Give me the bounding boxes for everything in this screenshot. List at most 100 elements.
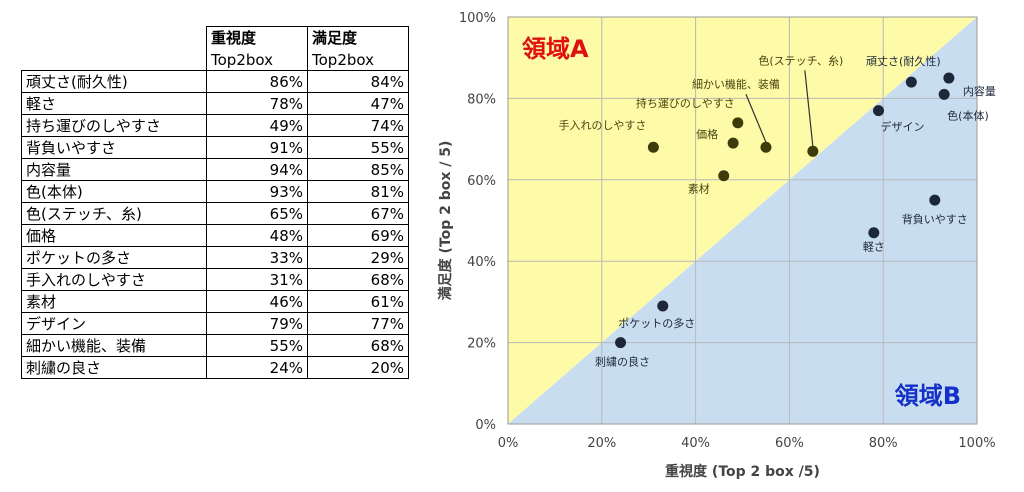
data-point [727, 137, 739, 149]
point-label: 頑丈さ(耐久性) [866, 54, 941, 68]
point-label: 価格 [696, 127, 718, 141]
x-tick-label: 100% [958, 436, 995, 451]
data-point [938, 88, 950, 100]
table-row: 手入れのしやすさ 31% 68% [21, 268, 409, 291]
row-importance: 78% [206, 92, 308, 115]
x-tick-label: 0% [498, 436, 519, 451]
x-tick-label: 80% [869, 436, 898, 451]
x-tick-label: 60% [775, 436, 804, 451]
row-importance: 91% [206, 136, 308, 159]
region-b-area [508, 17, 977, 424]
row-satisfaction: 74% [307, 114, 409, 137]
y-tick-label: 100% [459, 11, 496, 26]
x-tick-label: 20% [587, 436, 616, 451]
y-tick-label: 80% [467, 92, 496, 107]
row-satisfaction: 55% [307, 136, 409, 159]
row-name: 細かい機能、装備 [21, 334, 207, 357]
row-satisfaction: 47% [307, 92, 409, 115]
point-label: 色(ステッチ、糸) [758, 53, 843, 67]
row-importance: 93% [206, 180, 308, 203]
point-label: 持ち運びのしやすさ [636, 96, 735, 110]
point-label: 素材 [688, 182, 710, 196]
table-row: 素材 46% 61% [21, 290, 409, 313]
table-row: 色(本体) 93% 81% [21, 180, 409, 203]
row-satisfaction: 81% [307, 180, 409, 203]
row-satisfaction: 69% [307, 224, 409, 247]
data-point [905, 76, 917, 88]
row-satisfaction: 29% [307, 246, 409, 269]
row-name: 素材 [21, 290, 207, 313]
table-row: 色(ステッチ、糸) 65% 67% [21, 202, 409, 225]
scatter-chart: 0% 20% 40% 60% 80% 100% 0% 20% 40% 60% 80% 100% 頑丈さ… [437, 11, 996, 480]
data-point [868, 227, 880, 239]
row-name: ポケットの多さ [21, 246, 207, 269]
data-point [873, 105, 885, 117]
header-satisfaction: 満足度 [307, 26, 409, 49]
header-satisfaction-sub: Top2box [307, 49, 409, 71]
leader-line [804, 70, 814, 147]
row-satisfaction: 84% [307, 70, 409, 93]
row-name: 刺繍の良さ [21, 356, 207, 379]
table-row: 頑丈さ(耐久性) 86% 84% [21, 70, 409, 93]
row-name: デザイン [21, 312, 207, 335]
point-label: デザイン [881, 120, 925, 134]
table-row: ポケットの多さ 33% 29% [21, 246, 409, 269]
table-header-row: 重視度 満足度 [22, 26, 409, 50]
data-point [647, 141, 659, 153]
y-tick-label: 40% [467, 255, 496, 270]
point-label: 刺繍の良さ [595, 355, 650, 369]
header-blank-cell [22, 27, 207, 50]
row-name: 色(ステッチ、糸) [21, 202, 207, 225]
row-name: 背負いやすさ [21, 136, 207, 159]
row-satisfaction: 67% [307, 202, 409, 225]
row-importance: 46% [206, 290, 308, 313]
data-point [718, 170, 730, 182]
row-importance: 49% [206, 114, 308, 137]
row-importance: 65% [206, 202, 308, 225]
row-importance: 86% [206, 70, 308, 93]
region-b-label: 領域B [895, 382, 961, 410]
table-row: 軽さ 78% 47% [21, 92, 409, 115]
row-importance: 55% [206, 334, 308, 357]
table-row: 持ち運びのしやすさ 49% 74% [21, 114, 409, 137]
data-table: 重視度 満足度 Top2box Top2box 頑丈さ(耐久性) 86% 84% 軽さ… [21, 26, 409, 379]
table-row: 細かい機能、装備 55% 68% [21, 334, 409, 357]
table-header-row-2: Top2box Top2box [21, 49, 409, 71]
row-name: 頑丈さ(耐久性) [21, 70, 207, 93]
data-point [657, 300, 669, 312]
row-satisfaction: 20% [307, 356, 409, 379]
row-satisfaction: 68% [307, 268, 409, 291]
row-name: 価格 [21, 224, 207, 247]
row-importance: 24% [206, 356, 308, 379]
data-point [943, 72, 955, 84]
row-name: 持ち運びのしやすさ [21, 114, 207, 137]
row-satisfaction: 85% [307, 158, 409, 181]
data-point [807, 145, 819, 157]
point-label: 内容量 [963, 84, 996, 98]
row-name: 手入れのしやすさ [21, 268, 207, 291]
leader-line [745, 94, 767, 143]
point-label: ポケットの多さ [618, 316, 695, 330]
table-row: デザイン 79% 77% [21, 312, 409, 335]
region-a-label: 領域A [522, 35, 589, 63]
row-importance: 31% [206, 268, 308, 291]
row-satisfaction: 77% [307, 312, 409, 335]
table-row: 刺繍の良さ 24% 20% [21, 356, 409, 379]
y-tick-label: 60% [467, 174, 496, 189]
table-row: 背負いやすさ 91% 55% [21, 136, 409, 159]
header-importance: 重視度 [206, 26, 308, 49]
y-tick-label: 0% [475, 418, 496, 433]
point-label: 手入れのしやすさ [558, 118, 646, 132]
point-label: 細かい機能、装備 [692, 77, 780, 91]
point-label: 背負いやすさ [902, 212, 968, 226]
plot-frame [507, 16, 978, 425]
y-tick-label: 20% [467, 337, 496, 352]
row-satisfaction: 61% [307, 290, 409, 313]
data-point [615, 337, 627, 349]
data-point [732, 117, 744, 129]
data-point [929, 194, 941, 206]
x-axis-label: 重視度 (Top 2 box /5) [665, 463, 820, 480]
row-importance: 33% [206, 246, 308, 269]
point-label: 色(本体) [947, 108, 989, 122]
table-row: 内容量 94% 85% [21, 158, 409, 181]
